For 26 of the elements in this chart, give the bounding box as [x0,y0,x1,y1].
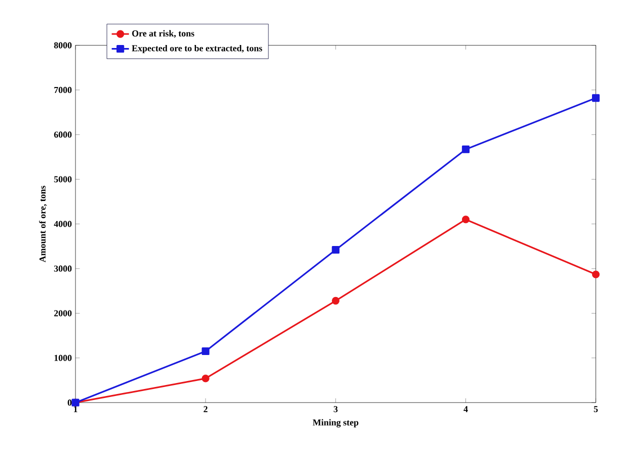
point [202,374,210,382]
point [462,216,470,224]
point [592,270,600,278]
x-tick-label: 2 [204,406,208,412]
y-tick-label: 6000 [54,132,72,138]
y-axis-title: Amount of ore, tons [39,186,47,262]
point [202,347,210,356]
x-tick-label: 3 [334,406,338,412]
x-tick-label: 4 [464,406,468,412]
x-axis-title: Mining step [312,419,358,428]
y-tick-label: 0 [68,400,72,406]
y-tick-label: 2000 [54,310,72,316]
legend-label: Expected ore to be extracted, tons [132,44,262,54]
y-tick-label: 3000 [54,266,72,272]
legend-label: Ore at risk, tons [132,30,194,38]
point [332,246,340,254]
point [592,94,600,102]
y-tick-label: 8000 [54,42,72,48]
y-tick-label: 1000 [54,354,72,362]
y-tick-label: 4000 [54,220,72,228]
point [462,146,470,154]
x-tick-label: 5 [594,406,598,412]
x-tick-label: 1 [74,406,78,412]
y-tick-label: 5000 [54,176,72,182]
point [332,296,340,305]
y-tick-label: 7000 [54,86,72,94]
